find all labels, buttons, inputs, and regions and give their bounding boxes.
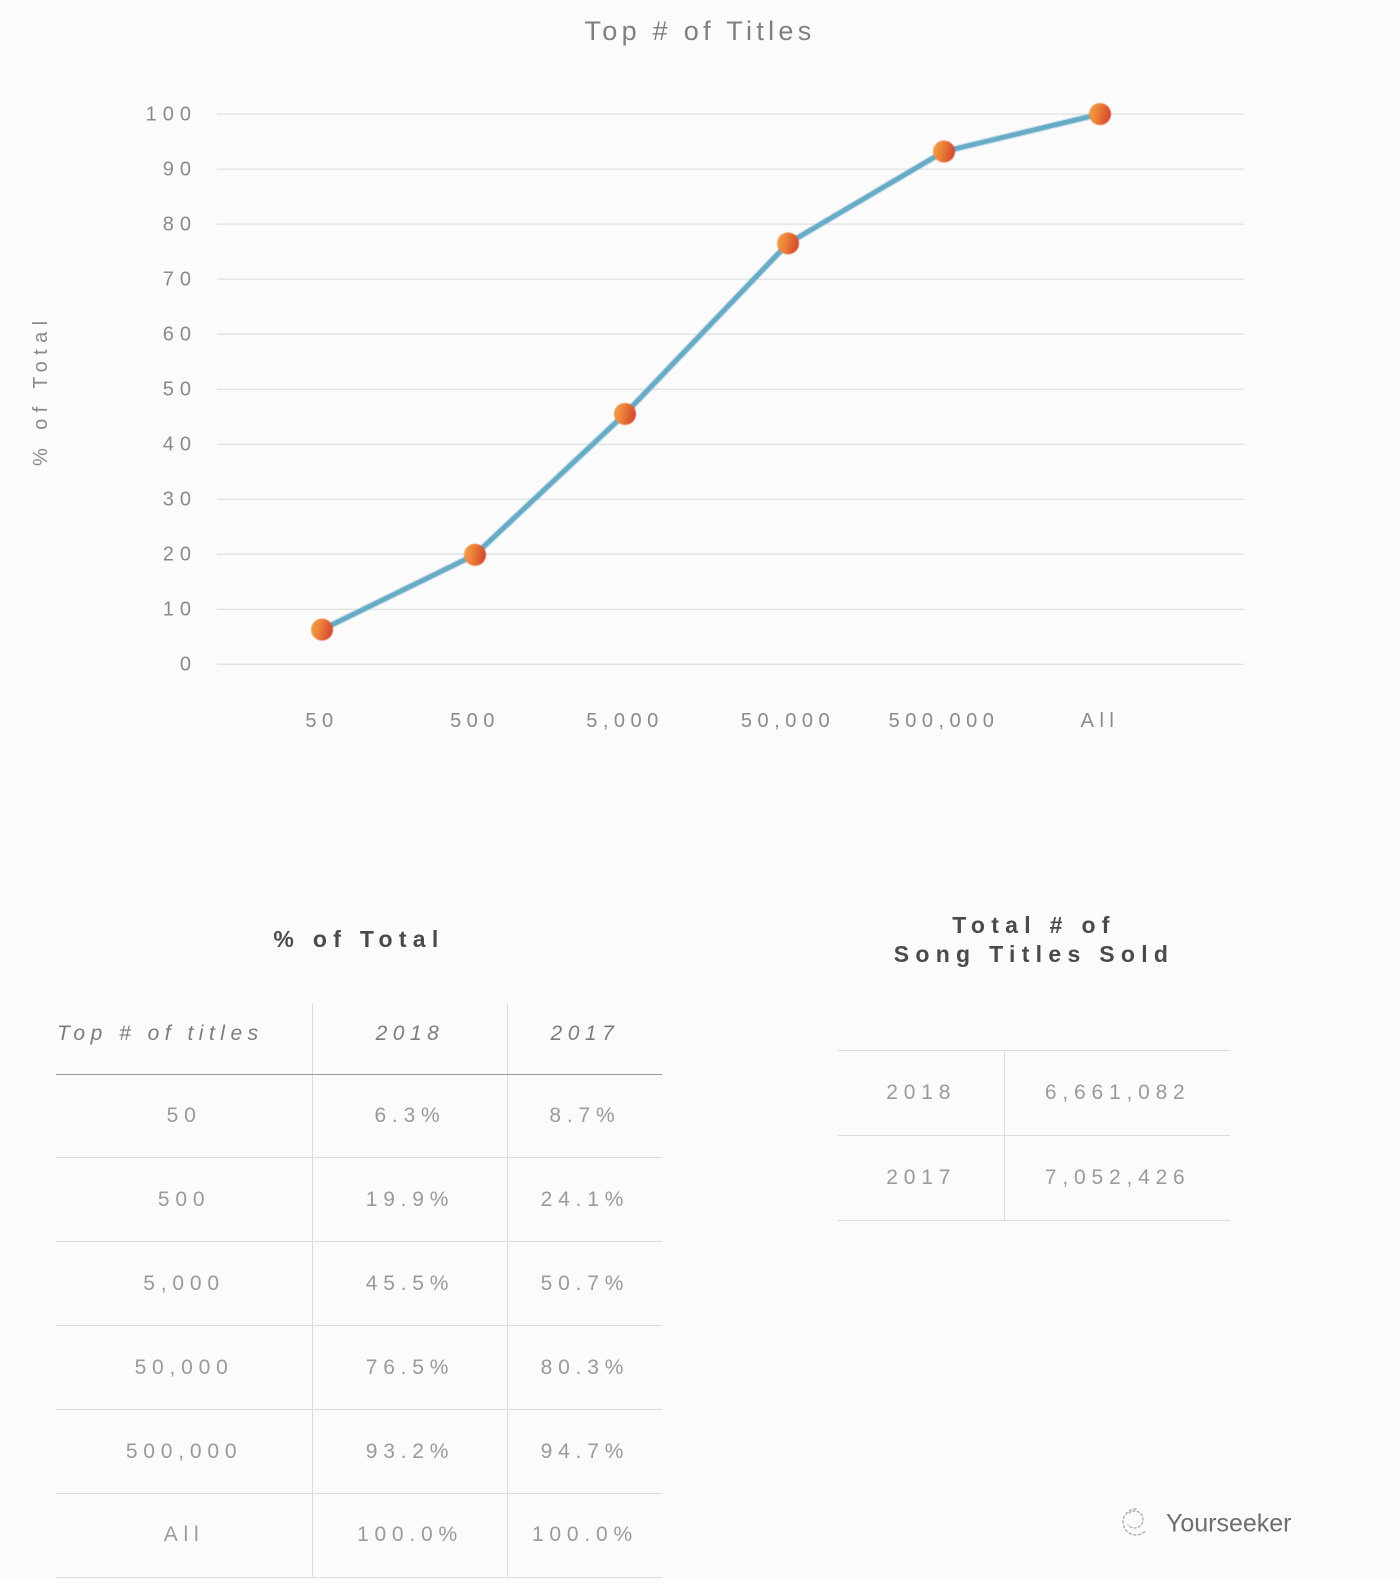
svg-text:70: 70 <box>163 269 197 291</box>
svg-text:50: 50 <box>163 379 197 401</box>
svg-text:50: 50 <box>305 710 338 732</box>
svg-text:80: 80 <box>163 214 197 236</box>
svg-text:10: 10 <box>163 599 197 621</box>
svg-text:100: 100 <box>146 104 197 126</box>
svg-text:50,000: 50,000 <box>741 710 835 732</box>
svg-text:90: 90 <box>163 159 197 181</box>
svg-text:20: 20 <box>163 544 197 566</box>
svg-text:0: 0 <box>180 654 197 676</box>
svg-text:40: 40 <box>163 434 197 456</box>
svg-text:30: 30 <box>163 489 197 511</box>
svg-text:500: 500 <box>450 710 500 732</box>
svg-text:60: 60 <box>163 324 197 346</box>
svg-text:5,000: 5,000 <box>586 710 664 732</box>
svg-text:500,000: 500,000 <box>889 710 1000 732</box>
svg-text:All: All <box>1081 710 1120 732</box>
